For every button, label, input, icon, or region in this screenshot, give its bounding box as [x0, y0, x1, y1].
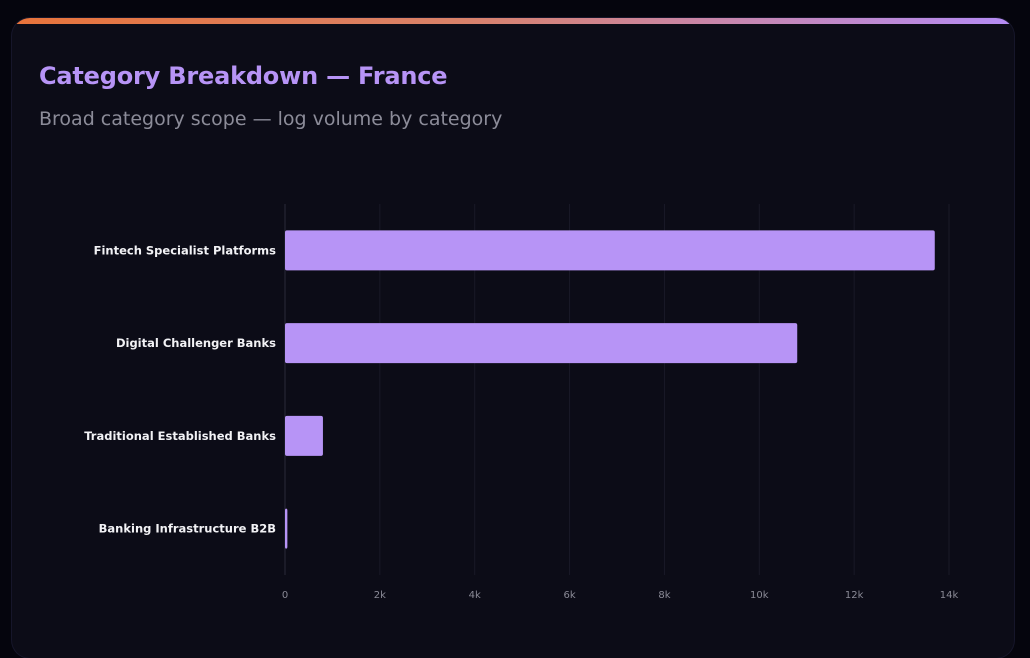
bars — [285, 230, 935, 549]
category-label: Fintech Specialist Platforms — [94, 243, 277, 257]
bar-chart: Fintech Specialist Platforms Digital Chal… — [84, 204, 959, 601]
x-tick-label: 14k — [940, 590, 959, 601]
x-tick-label: 2k — [374, 590, 386, 601]
bar — [285, 230, 935, 271]
accent-bar — [12, 18, 1014, 24]
category-label: Banking Infrastructure B2B — [99, 522, 276, 536]
x-tick-label: 4k — [469, 590, 481, 601]
bar — [285, 508, 288, 549]
x-tick-label: 12k — [845, 590, 864, 601]
x-tick-label: 8k — [658, 590, 670, 601]
category-labels: Fintech Specialist Platforms Digital Chal… — [84, 243, 276, 535]
bar — [285, 415, 323, 456]
x-tick-label: 6k — [563, 590, 575, 601]
category-label: Traditional Established Banks — [84, 429, 276, 443]
x-axis-ticks: 0 2k 4k 6k 8k 10k 12k 14k — [282, 590, 959, 601]
x-tick-label: 10k — [750, 590, 769, 601]
bar — [285, 323, 798, 364]
category-label: Digital Challenger Banks — [116, 336, 276, 350]
chart-subtitle: Broad category scope — log volume by cat… — [39, 108, 503, 130]
x-tick-label: 0 — [282, 590, 288, 601]
chart-title: Category Breakdown — France — [39, 62, 448, 90]
